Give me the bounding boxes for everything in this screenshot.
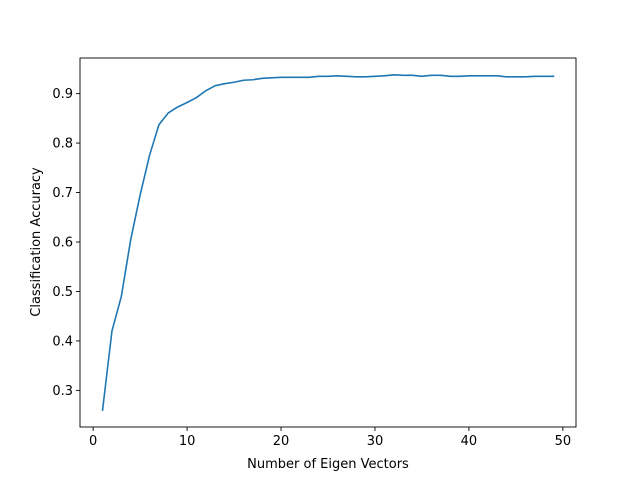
x-tick-label: 50 <box>555 434 572 449</box>
x-tick-label: 0 <box>89 434 97 449</box>
y-tick-label: 0.5 <box>52 285 73 300</box>
y-tick-label: 0.9 <box>52 87 73 102</box>
x-tick-label: 40 <box>461 434 478 449</box>
plot-area: 0 10 20 30 40 50 0.3 0.4 0.5 0.6 0.7 0.8 0.9 <box>52 57 577 449</box>
y-tick-label: 0.6 <box>52 236 73 251</box>
x-tick-label: 30 <box>367 434 384 449</box>
x-tick-label: 20 <box>273 434 290 449</box>
y-tick-label: 0.7 <box>52 186 73 201</box>
y-tick-label: 0.8 <box>52 137 73 152</box>
x-tick-label: 10 <box>179 434 196 449</box>
plot-frame <box>79 57 577 428</box>
series-line-0 <box>101 74 555 412</box>
y-axis-label: Classification Accuracy <box>29 167 44 317</box>
x-axis-label: Number of Eigen Vectors <box>247 457 409 472</box>
y-tick-label: 0.4 <box>52 334 73 349</box>
y-tick-label: 0.3 <box>52 384 73 399</box>
